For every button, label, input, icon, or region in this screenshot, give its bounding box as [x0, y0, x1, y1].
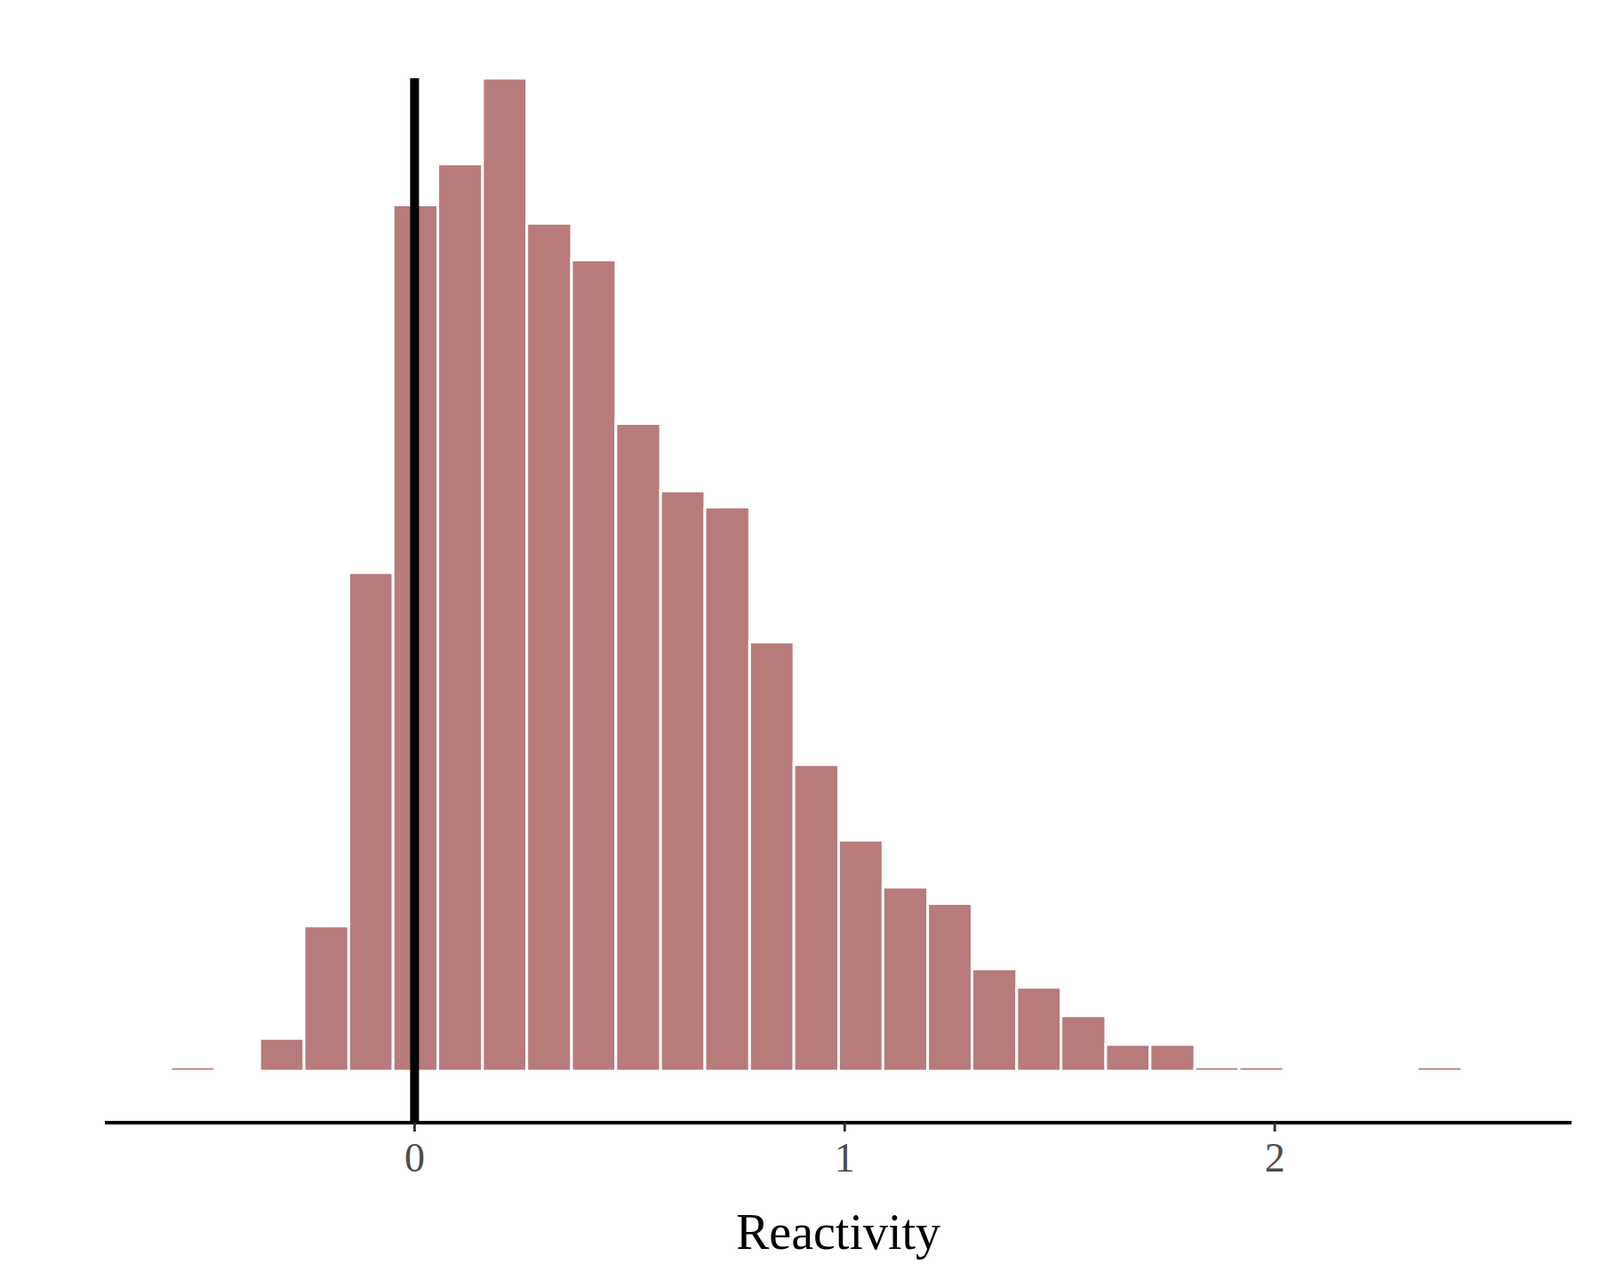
- svg-text:1: 1: [834, 1135, 856, 1181]
- svg-text:2: 2: [1264, 1135, 1286, 1181]
- svg-text:Reactivity: Reactivity: [736, 1204, 941, 1260]
- svg-text:0: 0: [404, 1135, 425, 1181]
